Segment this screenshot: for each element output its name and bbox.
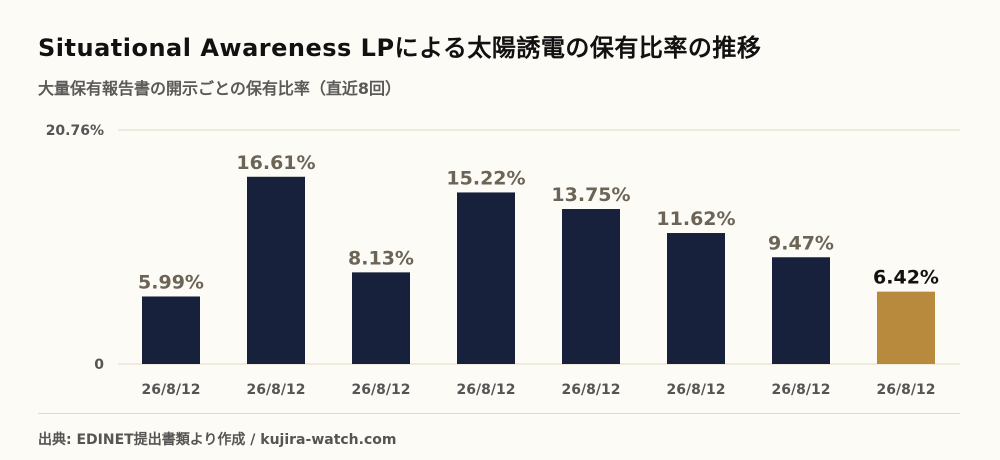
x-tick-label: 26/8/12 — [247, 382, 306, 398]
footer-divider — [38, 413, 960, 414]
x-tick-label: 26/8/12 — [457, 382, 516, 398]
axis-layer: 0 20.76% 26/8/12 26/8/12 26/8/12 26/8/12 26/8/… — [46, 123, 936, 398]
x-tick-label: 26/8/12 — [877, 382, 936, 398]
bars-layer — [142, 176, 935, 364]
bar — [667, 233, 725, 364]
data-label: 13.75% — [551, 184, 630, 206]
y-tick-label: 0 — [94, 357, 104, 373]
bar — [562, 209, 620, 364]
labels-layer: 5.99% 16.61% 8.13% 15.22% 13.75% 11.62% 9.47% 6… — [138, 152, 939, 294]
x-tick-label: 26/8/12 — [772, 382, 831, 398]
data-label: 6.42% — [873, 267, 939, 289]
bar — [772, 257, 830, 364]
y-tick-label: 20.76% — [46, 123, 104, 139]
chart-title: Situational Awareness LPによる太陽誘電の保有比率の推移 — [38, 34, 762, 62]
chart-subtitle: 大量保有報告書の開示ごとの保有比率（直近8回） — [38, 79, 401, 98]
bar — [457, 192, 515, 364]
bar — [352, 272, 410, 364]
x-tick-label: 26/8/12 — [667, 382, 726, 398]
x-tick-label: 26/8/12 — [352, 382, 411, 398]
bar — [877, 291, 935, 364]
data-label: 15.22% — [446, 167, 525, 189]
bar — [142, 296, 200, 364]
x-tick-label: 26/8/12 — [142, 382, 201, 398]
bar — [247, 176, 305, 364]
data-label: 11.62% — [656, 208, 735, 230]
data-label: 9.47% — [768, 232, 834, 254]
data-label: 5.99% — [138, 271, 204, 293]
source-note: 出典: EDINET提出書類より作成 / kujira-watch.com — [38, 432, 397, 448]
data-label: 16.61% — [236, 152, 315, 174]
x-tick-label: 26/8/12 — [562, 382, 621, 398]
data-label: 8.13% — [348, 247, 414, 269]
